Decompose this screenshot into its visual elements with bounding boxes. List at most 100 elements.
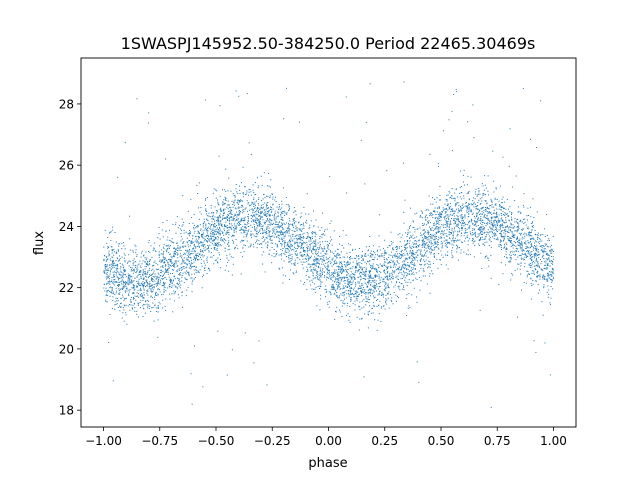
data-point (549, 374, 551, 376)
data-point (248, 229, 250, 231)
data-point (431, 238, 433, 240)
data-point (364, 313, 366, 315)
data-point (123, 309, 125, 311)
data-point (162, 282, 164, 284)
data-point (548, 260, 550, 262)
data-point (483, 232, 485, 234)
data-point (373, 251, 375, 253)
data-point (227, 261, 229, 263)
data-point (186, 263, 188, 265)
data-point (288, 261, 290, 263)
data-point (411, 294, 413, 296)
data-point (419, 259, 421, 261)
data-point (266, 218, 268, 220)
data-point (109, 283, 111, 285)
data-point (133, 270, 135, 272)
data-point (447, 216, 449, 218)
data-point (477, 217, 479, 219)
data-point (256, 231, 258, 233)
data-point (429, 226, 431, 228)
data-point (546, 252, 548, 254)
data-point (319, 243, 321, 245)
data-point (132, 250, 134, 252)
data-point (362, 278, 364, 280)
data-point (145, 263, 147, 265)
data-point (239, 229, 241, 231)
data-point (430, 263, 432, 265)
data-point (438, 253, 440, 255)
data-point (152, 265, 154, 267)
data-point (378, 291, 380, 293)
data-point (319, 256, 321, 258)
data-point (245, 194, 247, 196)
data-point (212, 229, 214, 231)
data-point (369, 272, 371, 274)
data-point (449, 211, 451, 213)
data-point (319, 229, 321, 231)
data-point (531, 256, 533, 258)
data-point (109, 258, 111, 260)
data-point (186, 263, 188, 265)
data-point (163, 257, 165, 259)
data-point (171, 287, 173, 289)
data-point (158, 254, 160, 256)
data-point (155, 275, 157, 277)
data-point (306, 220, 308, 222)
data-point (163, 247, 165, 249)
data-point (117, 284, 119, 286)
data-point (453, 227, 455, 229)
data-point (523, 218, 525, 220)
data-point (288, 222, 290, 224)
data-point (180, 263, 182, 265)
data-point (482, 225, 484, 227)
data-point (509, 240, 511, 242)
data-point (235, 188, 237, 190)
data-point (196, 258, 198, 260)
data-point (123, 266, 125, 268)
data-point (204, 204, 206, 206)
data-point (233, 200, 235, 202)
data-point (195, 271, 197, 273)
data-point (547, 258, 549, 260)
data-point (274, 212, 276, 214)
data-point (145, 273, 147, 275)
data-point (341, 279, 343, 281)
data-point (549, 277, 551, 279)
data-point (182, 242, 184, 244)
data-point (272, 196, 274, 198)
data-point (456, 246, 458, 248)
data-point (521, 241, 523, 243)
data-point (540, 234, 542, 236)
data-point (406, 247, 408, 249)
data-point (382, 293, 384, 295)
data-point (217, 231, 219, 233)
data-point (302, 222, 304, 224)
data-point (457, 234, 459, 236)
data-point (496, 198, 498, 200)
data-point (277, 231, 279, 233)
data-point (532, 224, 534, 226)
data-point (544, 251, 546, 253)
data-point (445, 221, 447, 223)
data-point (511, 235, 513, 237)
data-point (179, 228, 181, 230)
data-point (449, 203, 451, 205)
data-point (227, 243, 229, 245)
data-point (514, 254, 516, 256)
data-point (386, 275, 388, 277)
data-point (295, 235, 297, 237)
data-point (217, 232, 219, 234)
data-point (443, 234, 445, 236)
data-point (458, 204, 460, 206)
data-point (133, 269, 135, 271)
data-point (422, 238, 424, 240)
data-point (454, 197, 456, 199)
data-point (503, 214, 505, 216)
data-point (437, 165, 439, 167)
data-point (213, 239, 215, 241)
data-point (485, 217, 487, 219)
data-point (422, 255, 424, 257)
data-point (545, 244, 547, 246)
data-point (529, 254, 531, 256)
data-point (243, 230, 245, 232)
